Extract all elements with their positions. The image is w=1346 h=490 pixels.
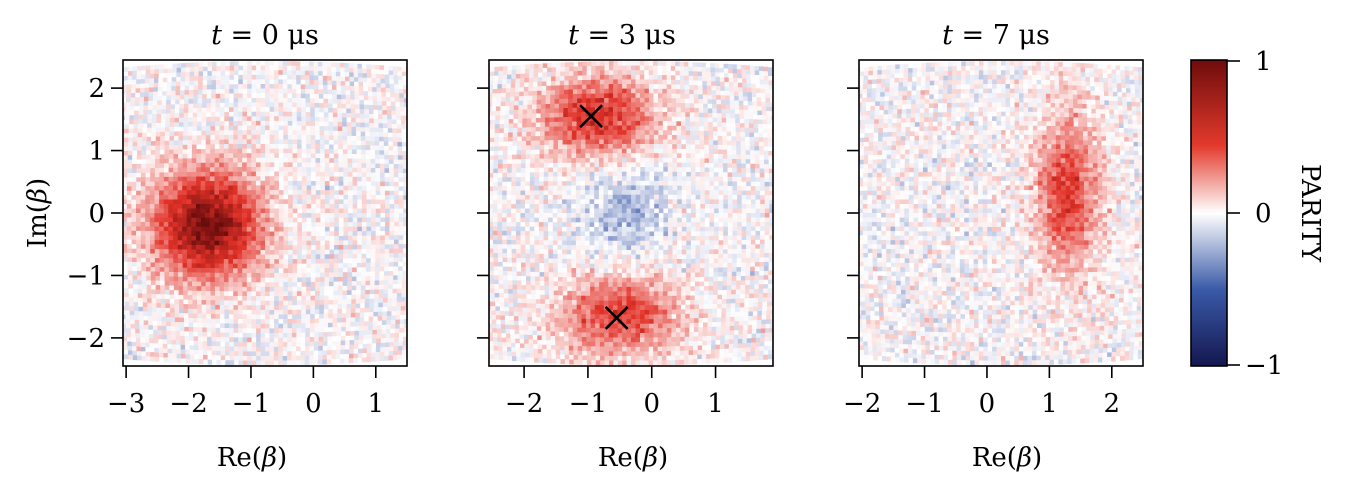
x-tick-label-t3: 0	[643, 389, 660, 419]
colorbar-gradient	[1190, 59, 1228, 367]
x-tick-label-t3: −1	[569, 389, 607, 419]
ticks-t3: −2 −1 0 1	[477, 87, 724, 419]
ticks-t0: −3 −2 −1 0 1 2 1 0 −1 −2	[67, 74, 384, 419]
x-axis-label-t3: Re(β)	[598, 443, 668, 473]
x-tick-label-t7: 1	[1041, 389, 1058, 419]
panel-t7: −2 −1 0 1 2 t = 7 μs Re(β)	[843, 20, 1144, 473]
panel-title-t3: t = 3 μs	[568, 20, 676, 51]
y-tick-label-t0: 0	[88, 199, 105, 229]
x-tick-label-t7: −1	[905, 389, 943, 419]
x-tick-label-t7: 0	[979, 389, 996, 419]
markers-t3	[579, 104, 629, 330]
colorbar-tick-label-min: −1	[1245, 351, 1283, 381]
colorbar-tick-label-max: 1	[1255, 47, 1272, 77]
x-tick-label-t3: −2	[505, 389, 543, 419]
panel-title-t0: t = 0 μs	[211, 20, 319, 51]
panel-t3: −2 −1 0 1 t = 3 μs Re(β)	[477, 20, 774, 473]
x-axis-label-t7: Re(β)	[972, 443, 1042, 473]
y-tick-label-t0: 1	[88, 137, 105, 167]
y-tick-label-t0: −1	[67, 261, 105, 291]
x-tick-label-t0: 0	[305, 389, 322, 419]
x-tick-label-t0: −3	[107, 389, 145, 419]
x-tick-label-t7: −2	[843, 389, 881, 419]
heatmap-t3	[489, 60, 773, 366]
heatmap-t7	[859, 60, 1143, 366]
ticks-t7: −2 −1 0 1 2	[843, 87, 1121, 419]
heatmap-t0	[123, 60, 407, 366]
x-tick-label-t3: 1	[707, 389, 724, 419]
panel-t0: −3 −2 −1 0 1 2 1 0 −1 −2 t = 0 μs Re(β) Im(β)	[23, 20, 408, 473]
cross-marker-1	[604, 305, 629, 330]
x-tick-label-t0: 1	[368, 389, 385, 419]
colorbar: 1 0 −1 PARITY	[1190, 47, 1325, 381]
colorbar-label: PARITY	[1295, 164, 1325, 263]
y-axis-label: Im(β)	[23, 178, 53, 248]
x-axis-label-t0: Re(β)	[217, 443, 287, 473]
x-tick-label-t7: 2	[1104, 389, 1121, 419]
x-tick-label-t0: −2	[169, 389, 207, 419]
colorbar-tick-label-mid: 0	[1255, 199, 1272, 229]
panel-title-t7: t = 7 μs	[942, 20, 1050, 51]
y-tick-label-t0: 2	[88, 74, 105, 104]
x-tick-label-t0: −1	[232, 389, 270, 419]
cross-marker-0	[579, 104, 604, 129]
y-tick-label-t0: −2	[67, 324, 105, 354]
